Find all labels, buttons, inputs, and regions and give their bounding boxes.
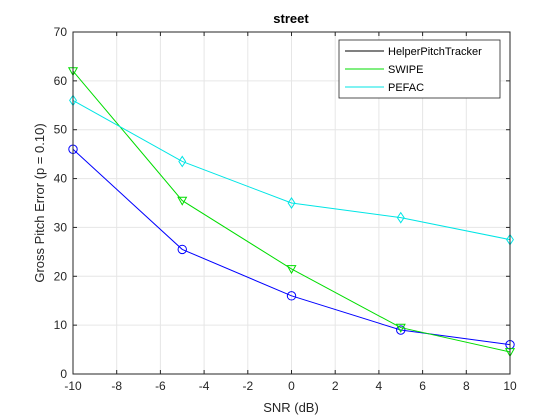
y-tick-label: 70: [54, 25, 68, 39]
x-tick-label: -4: [199, 379, 210, 393]
data-point-swipe: [286, 265, 297, 275]
y-tick-label: 40: [54, 172, 68, 186]
x-tick-label: -8: [111, 379, 122, 393]
data-point-helperpitchtracker: [286, 291, 297, 301]
x-axis-label: SNR (dB): [263, 400, 319, 415]
legend-label-pefac: PEFAC: [388, 82, 424, 94]
data-point-swipe: [395, 323, 406, 333]
series-lines: [67, 67, 516, 358]
y-axis-label: Gross Pitch Error (p = 0.10): [32, 123, 47, 282]
axis-ticks: -10 -8 -6 -4 -2 0 2 4 6 8 10 0 10 20 30 40 50 60 70: [54, 25, 517, 393]
x-tick-label: -2: [242, 379, 253, 393]
x-tick-label: -10: [64, 379, 82, 393]
legend-label-helperpitchtracker: HelperPitchTracker: [388, 46, 482, 58]
data-point-swipe: [177, 196, 188, 206]
data-point-helperpitchtracker: [396, 325, 406, 335]
data-point-pefac: [178, 155, 187, 168]
x-tick-label: -6: [155, 379, 166, 393]
x-tick-label: 0: [288, 379, 295, 393]
series-line-helperpitchtracker: [72, 148, 511, 346]
data-point-helperpitchtracker: [177, 244, 187, 255]
y-tick-label: 30: [54, 220, 68, 234]
y-tick-label: 50: [54, 123, 68, 137]
y-tick-label: 20: [54, 269, 68, 283]
y-tick-label: 10: [54, 318, 68, 332]
x-tick-label: 2: [332, 379, 339, 393]
y-tick-label: 0: [60, 367, 67, 381]
x-tick-label: 6: [419, 379, 426, 393]
chart-title: street: [273, 11, 309, 26]
x-tick-label: 10: [503, 379, 517, 393]
legend: HelperPitchTracker SWIPE PEFAC: [338, 39, 501, 99]
y-tick-label: 60: [54, 74, 68, 88]
series-line-swipe: [72, 70, 511, 353]
x-tick-label: 8: [463, 379, 470, 393]
data-point-pefac: [396, 211, 405, 224]
legend-label-swipe: SWIPE: [388, 64, 423, 76]
x-tick-label: 4: [376, 379, 383, 393]
series-line-pefac: [72, 99, 511, 241]
data-point-pefac: [287, 197, 296, 209]
